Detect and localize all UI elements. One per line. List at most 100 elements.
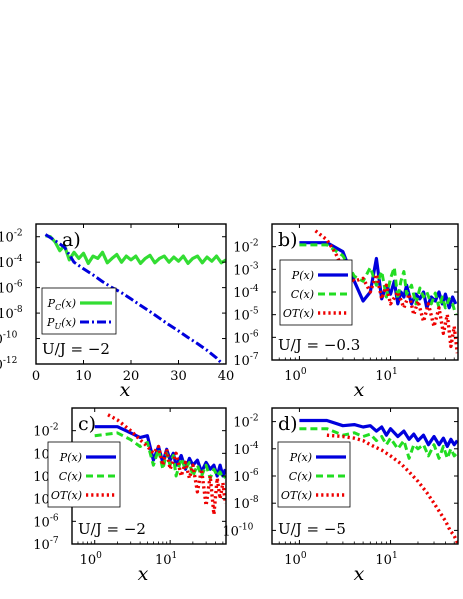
y-tick-label: 10-8 (0, 305, 23, 322)
x-tick-label: 30 (170, 369, 187, 384)
x-tick-label: 40 (218, 369, 235, 384)
y-tick-label-exp: -8 (250, 495, 259, 505)
series-line-otx (107, 413, 226, 517)
x-axis-label: x (138, 563, 149, 585)
y-tick-label: 10-5 (233, 307, 259, 324)
y-tick-label: 10-6 (0, 280, 23, 297)
x-tick-label: 100 (284, 367, 307, 384)
x-tick-label: 101 (155, 551, 177, 568)
x-tick-label-base: 10 (375, 553, 392, 568)
y-tick-label: 10-3 (233, 261, 259, 278)
x-tick-label: 100 (284, 551, 307, 568)
y-tick-label-exp: -12 (3, 356, 18, 366)
x-tick-label-base: 10 (155, 553, 172, 568)
y-tick-label: 10-4 (0, 254, 23, 271)
y-tick-label-base: 10 (233, 286, 250, 301)
y-tick-label-base: 10 (33, 470, 50, 485)
parameter-annotation: U/J = −0.3 (278, 336, 360, 354)
y-tick-label-base: 10 (233, 443, 250, 458)
panel-label: a) (62, 229, 81, 251)
legend: P(x) C(x) OT(x) (277, 441, 351, 508)
legend-entry-label: OT(x) (283, 307, 314, 320)
y-tick-label-exp: -6 (250, 468, 259, 478)
legend-entry-label: C(x) (59, 470, 82, 483)
y-tick-label-exp: -10 (239, 522, 254, 532)
y-tick-label: 10-2 (0, 229, 23, 246)
legend-entry-label: C(x) (291, 288, 314, 301)
y-tick-label-base: 10 (33, 493, 50, 508)
y-tick-label: 10-10 (222, 522, 253, 539)
parameter-annotation: U/J = −5 (278, 520, 346, 538)
y-tick-label-base: 10 (0, 256, 14, 271)
y-tick-label: 10-4 (233, 441, 259, 458)
x-tick-label: 10 (75, 369, 92, 384)
y-tick-label-exp: -6 (50, 513, 59, 523)
y-tick-label: 10-6 (233, 329, 259, 346)
legend: P(x) C(x) OT(x) (279, 259, 353, 326)
y-tick-label: 10-6 (233, 468, 259, 485)
y-tick-label-base: 10 (233, 241, 250, 256)
parameter-annotation: U/J = −2 (78, 520, 146, 538)
y-tick-label-base: 10 (233, 470, 250, 485)
series-line-px (94, 425, 226, 478)
legend-entry-sub: C (55, 303, 61, 312)
legend-entry-label: PC(x) (47, 297, 76, 312)
series-line-px (299, 418, 458, 448)
y-tick-label-base: 10 (33, 515, 50, 530)
x-tick-label: 0 (32, 369, 40, 384)
y-tick-label-exp: -4 (250, 284, 259, 294)
x-tick-label-base: 10 (284, 553, 301, 568)
x-tick-label: 100 (80, 551, 103, 568)
y-tick-label-base: 10 (0, 231, 14, 246)
y-tick-label-base: 10 (0, 358, 3, 373)
series-line-cx (299, 427, 458, 460)
x-tick-label: 20 (123, 369, 140, 384)
x-axis-label: x (120, 379, 131, 401)
legend-entry-suffix: (x) (61, 316, 76, 329)
panel-label: b) (278, 229, 298, 251)
x-tick-label-exp: 1 (392, 367, 398, 377)
legend-entry-label: OT(x) (51, 489, 82, 502)
y-tick-label-base: 10 (0, 333, 3, 348)
legend: P(x) C(x) OT(x) (47, 441, 121, 508)
legend-box (41, 287, 117, 335)
legend-entry-main: P (47, 297, 56, 310)
panel-label: d) (278, 413, 298, 435)
y-tick-label-exp: -4 (250, 441, 259, 451)
y-tick-label-exp: -3 (250, 261, 259, 271)
y-tick-label: 10-7 (33, 536, 59, 553)
x-tick-label: 101 (375, 367, 397, 384)
x-tick-label-base: 10 (284, 369, 301, 384)
y-tick-label-exp: -7 (250, 352, 259, 362)
series-line-cx (299, 243, 458, 316)
legend-entry-sub: U (54, 322, 61, 331)
y-tick-label-exp: -4 (14, 254, 23, 264)
y-tick-label-exp: -8 (14, 305, 23, 315)
series-line-otx (326, 433, 458, 544)
x-tick-label-exp: 0 (96, 551, 102, 561)
series-line-cx (94, 431, 226, 480)
y-tick-label-exp: -6 (14, 280, 23, 290)
x-tick-label-exp: 1 (392, 551, 398, 561)
legend-entry-suffix: (x) (61, 297, 76, 310)
y-tick-label: 10-12 (0, 356, 17, 373)
x-tick-label-exp: 0 (301, 367, 307, 377)
y-tick-label-base: 10 (33, 447, 50, 462)
legend: PC(x)PU(x) (41, 287, 117, 335)
legend-entry-label: P(x) (291, 269, 314, 282)
y-tick-label-exp: -2 (50, 423, 59, 433)
y-tick-label-base: 10 (233, 309, 250, 324)
y-tick-label: 10-2 (233, 239, 258, 256)
y-tick-label-base: 10 (233, 263, 250, 278)
x-axis-label: x (354, 563, 365, 585)
x-tick-label-exp: 0 (301, 551, 307, 561)
panel-a: 10-210-410-610-810-1010-12010203040xa)U/… (0, 223, 235, 401)
y-tick-label: 10-7 (233, 352, 259, 369)
legend-entry-label: C(x) (289, 470, 312, 483)
y-tick-label-base: 10 (0, 282, 14, 297)
y-tick-label: 10-2 (233, 414, 258, 431)
legend-entry-label: P(x) (289, 451, 312, 464)
